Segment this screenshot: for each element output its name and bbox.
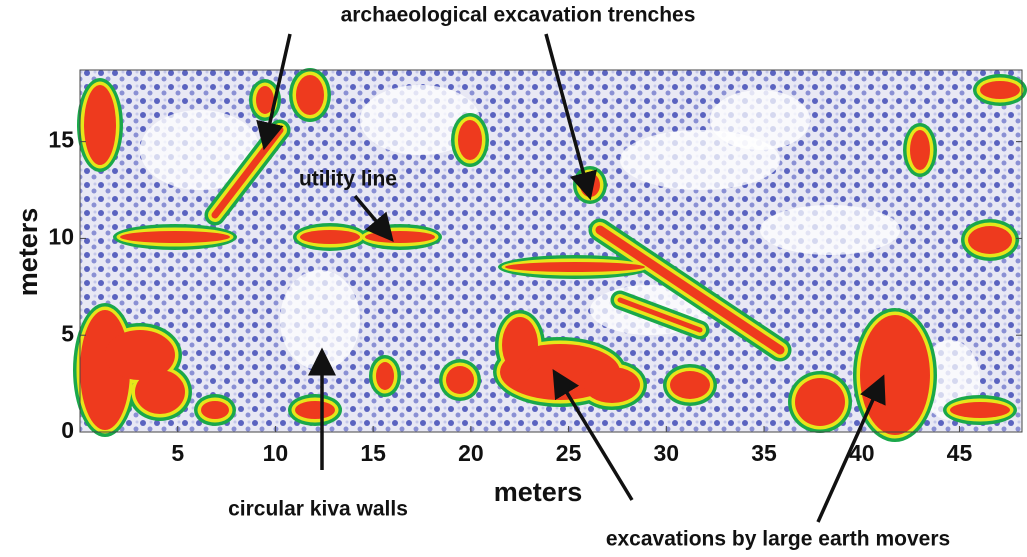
y-tick-label: 15	[48, 127, 74, 153]
high-amplitude	[120, 231, 230, 243]
x-tick-label: 5	[171, 440, 184, 466]
x-tick-label: 35	[751, 440, 777, 466]
x-tick-label: 30	[654, 440, 680, 466]
high-amplitude	[376, 362, 394, 390]
high-amplitude	[950, 402, 1010, 418]
high-amplitude	[795, 378, 845, 426]
high-amplitude	[296, 75, 324, 115]
high-amplitude	[584, 367, 640, 403]
y-tick-label: 10	[48, 223, 74, 249]
x-tick-label: 25	[556, 440, 582, 466]
plot-area	[73, 68, 1027, 442]
high-amplitude	[201, 401, 229, 419]
y-tick-label: 0	[61, 417, 74, 443]
x-tick-label: 15	[360, 440, 386, 466]
y-tick-label: 5	[61, 320, 74, 346]
x-tick-label: 40	[849, 440, 875, 466]
low-amplitude	[710, 90, 810, 150]
high-amplitude	[670, 371, 710, 399]
high-amplitude	[84, 85, 116, 165]
x-tick-label: 45	[947, 440, 973, 466]
high-amplitude	[860, 315, 930, 435]
high-amplitude	[505, 262, 645, 272]
high-amplitude	[968, 226, 1012, 254]
x-tick-label: 20	[458, 440, 484, 466]
low-amplitude	[760, 205, 900, 255]
annotation: utility line	[299, 168, 397, 191]
low-amplitude	[280, 270, 360, 370]
high-amplitude	[980, 81, 1020, 99]
high-amplitude	[446, 366, 474, 394]
x-tick-label: 10	[263, 440, 289, 466]
high-amplitude	[295, 401, 335, 419]
annotation: circular kiva walls	[228, 498, 408, 521]
high-amplitude	[502, 317, 538, 373]
x-axis-label: meters	[494, 477, 583, 507]
high-amplitude	[135, 370, 185, 414]
high-amplitude	[910, 130, 930, 170]
y-axis-label: meters	[13, 208, 43, 297]
annotation: excavations by large earth movers	[606, 528, 950, 551]
annotation: archaeological excavation trenches	[341, 4, 696, 27]
high-amplitude	[458, 120, 482, 160]
high-amplitude	[365, 231, 435, 243]
chart: archaeological excavation trenches utilit…	[0, 0, 1027, 557]
high-amplitude	[300, 230, 360, 244]
